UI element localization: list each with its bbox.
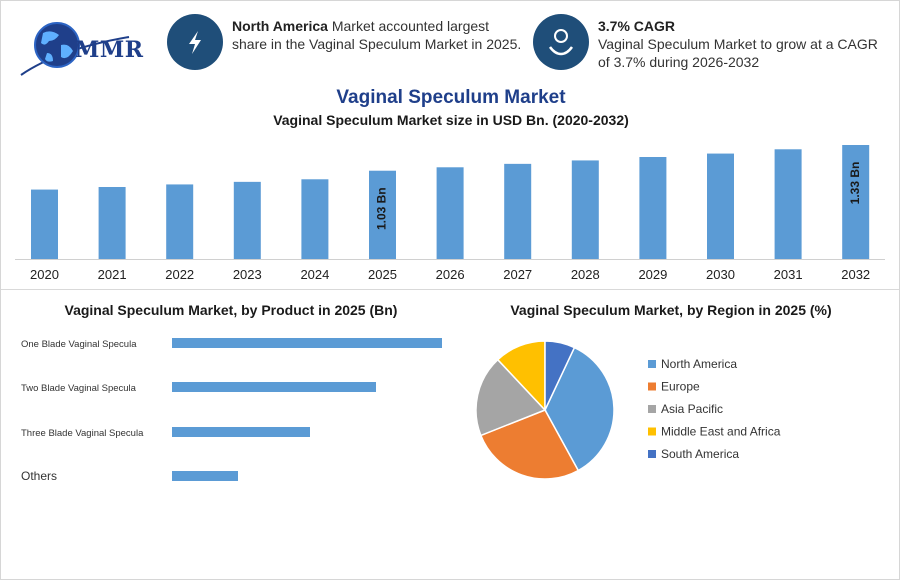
pie-slice-4 [544,340,576,411]
legend-label: Europe [661,380,700,394]
hbar-2 [172,427,310,437]
x-tick-label: 2029 [638,267,667,282]
bar-2029 [639,157,667,259]
data-label: 1.33 Bn [848,162,862,205]
legend-swatch [648,450,656,458]
bar-2024 [301,179,329,259]
x-tick-label: 2024 [300,267,329,282]
legend-label: North America [661,357,737,371]
info1-text: Market accounted largest share in the Va… [232,18,522,52]
lightning-icon-circle [167,14,223,70]
x-tick-label: 2032 [841,267,870,282]
x-tick-label: 2021 [98,267,127,282]
lightning-icon [189,31,201,54]
info2-bold: 3.7% CAGR [598,18,676,34]
pie-slice-2 [475,358,547,437]
info-cagr: 3.7% CAGR Vaginal Speculum Market to gro… [598,17,888,71]
pie-slice-1 [479,409,580,480]
y-category-label: Others [21,469,57,483]
legend-swatch [648,405,656,413]
page-title: Vaginal Speculum Market [336,87,566,108]
region-chart-title: Vaginal Speculum Market, by Region in 20… [510,302,832,318]
x-tick-label: 2027 [503,267,532,282]
region-pie-chart: North America Europe Asia Pacific Middle Ea… [475,340,781,480]
section-divider [1,289,899,290]
bar-chart-title: Vaginal Speculum Market size in USD Bn. … [273,112,629,128]
market-size-bar-chart: 2020 2021 2022 2023 2024 2025 1.03 Bn 2026 2027 2… [15,145,885,282]
data-label: 1.03 Bn [375,187,389,230]
y-category-label: One Blade Vaginal Specula [21,339,137,350]
bar-2031 [774,149,802,259]
mmr-logo [20,22,130,76]
product-chart-title: Vaginal Speculum Market, by Product in 2… [64,302,398,318]
bar-2028 [571,160,599,259]
legend-swatch [648,427,656,436]
info1-bold: North America [232,18,328,34]
hbar-1 [172,382,376,392]
bar-2027 [504,163,532,259]
legend-swatch [648,360,656,368]
hbar-3 [172,471,238,481]
pie-slice-0 [544,346,615,472]
x-tick-label: 2020 [30,267,59,282]
y-category-label: Two Blade Vaginal Specula [21,383,137,394]
legend-label: South America [661,447,739,461]
legend-swatch [648,382,656,391]
x-tick-label: 2023 [233,267,262,282]
bar-2025 [369,170,396,259]
x-tick-label: 2028 [571,267,600,282]
bar-2022 [166,184,194,259]
x-tick-label: 2022 [165,267,194,282]
info2-text: Vaginal Speculum Market to grow at a CAG… [598,36,878,70]
bar-2023 [233,181,261,259]
x-tick-label: 2025 [368,267,397,282]
info-north-america: North America Market accounted largest s… [232,17,522,53]
product-hbar-chart: One Blade Vaginal Specula Two Blade Vagin… [21,338,442,483]
y-category-label: Three Blade Vaginal Specula [21,428,144,439]
x-tick-label: 2030 [706,267,735,282]
hand-coin-icon [548,29,574,56]
logo-text: MMR [75,37,144,63]
bar-2032 [842,145,870,259]
bar-2030 [707,153,734,259]
x-tick-label: 2026 [436,267,465,282]
bar-2021 [98,187,126,259]
legend-label: Asia Pacific [661,402,723,416]
hbar-0 [172,338,442,348]
bar-2026 [436,167,464,259]
legend-label: Middle East and Africa [661,425,781,439]
x-tick-label: 2031 [774,267,803,282]
hand-coin-icon-circle [533,14,589,70]
bar-2020 [31,189,58,259]
